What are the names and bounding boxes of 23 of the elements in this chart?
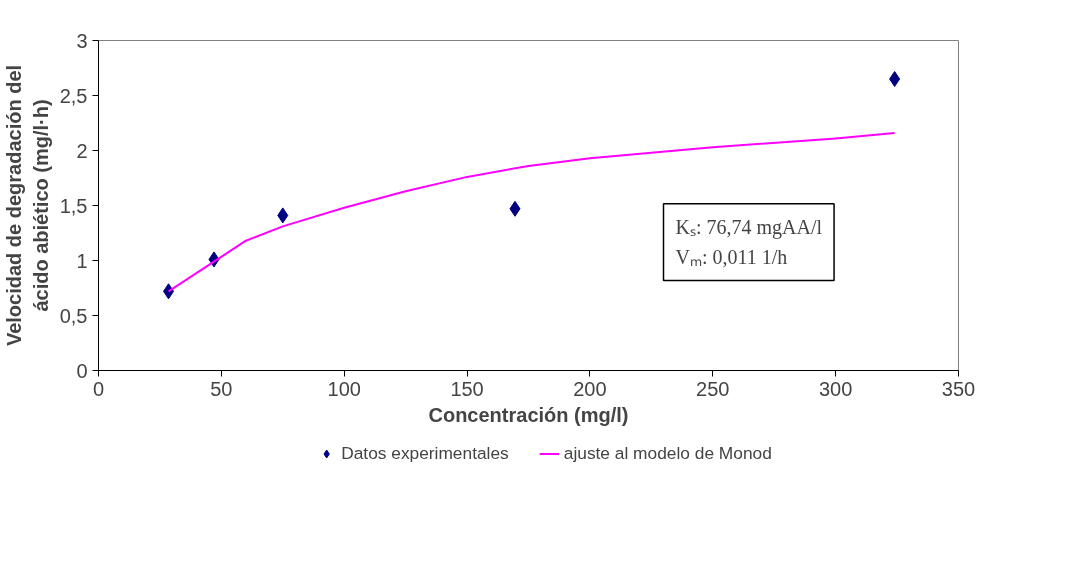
- x-tick-label: 100: [327, 377, 361, 400]
- y-tick-label: 2: [76, 139, 88, 162]
- y-tick-label: 0,5: [59, 304, 88, 327]
- point: [889, 71, 901, 87]
- y-tick-label: 0: [76, 359, 88, 382]
- x-tick-label: 300: [818, 377, 853, 400]
- x-tick-label: 50: [210, 377, 233, 400]
- y-tick-label: 1,5: [59, 194, 88, 217]
- x-tick-label: 0: [92, 377, 105, 400]
- point: [277, 207, 289, 224]
- x-tick-label: 350: [941, 377, 976, 400]
- x-tick-label: 250: [696, 377, 730, 400]
- legend-label: ajuste al modelo de Monod: [563, 442, 772, 464]
- x-tick-label: 150: [450, 377, 484, 400]
- y-tick-label: 1: [76, 249, 88, 272]
- legend-label: Datos experimentales: [341, 442, 509, 464]
- point: [509, 200, 521, 217]
- annotation: Kₛ: 76,74 mgAA/l Vₘ: 0,011 1/h: [675, 215, 823, 269]
- y-tick-label: 2,5: [59, 84, 88, 107]
- x-axis-title: Concentración (mg/l): [428, 403, 629, 426]
- y-tick-label: 3: [76, 29, 88, 52]
- y-axis-title: Velocidad de degradación del ácido abiético (mg/l·h): [3, 64, 52, 347]
- x-tick-label: 200: [573, 377, 607, 400]
